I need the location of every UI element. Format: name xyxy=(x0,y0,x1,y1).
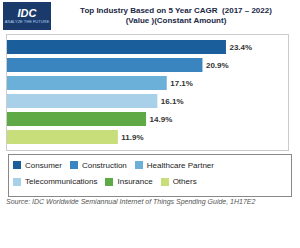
html-text:Construction: Construction xyxy=(81,160,127,170)
html-text:ANALYZE THE FUTURE: ANALYZE THE FUTURE xyxy=(4,19,50,24)
html-text:Consumer: Consumer xyxy=(25,160,62,170)
html-text:(Value )(Constant Amount): (Value )(Constant Amount) xyxy=(125,16,227,25)
html-text:IDC: IDC xyxy=(17,7,37,19)
svg-text:11.9%: 11.9% xyxy=(121,133,143,142)
html-text:Others: Others xyxy=(172,177,197,187)
html-text:Source: IDC Worldwide Semiannu: Source: IDC Worldwide Semiannual Interne… xyxy=(6,198,256,205)
svg-text:14.9%: 14.9% xyxy=(150,115,173,124)
html-text:Insurance: Insurance xyxy=(117,177,153,187)
html-text:Healthcare Partner: Healthcare Partner xyxy=(146,160,214,170)
svg-text:17.1%: 17.1% xyxy=(170,79,193,88)
svg-text:16.1%: 16.1% xyxy=(161,97,184,106)
svg-text:20.9%: 20.9% xyxy=(206,61,229,70)
html-text:Top Industry Based on 5 Year C: Top Industry Based on 5 Year CAGR (2017 … xyxy=(80,6,272,15)
html-text:Telecommunications: Telecommunications xyxy=(25,177,98,187)
svg-text:23.4%: 23.4% xyxy=(229,43,252,52)
